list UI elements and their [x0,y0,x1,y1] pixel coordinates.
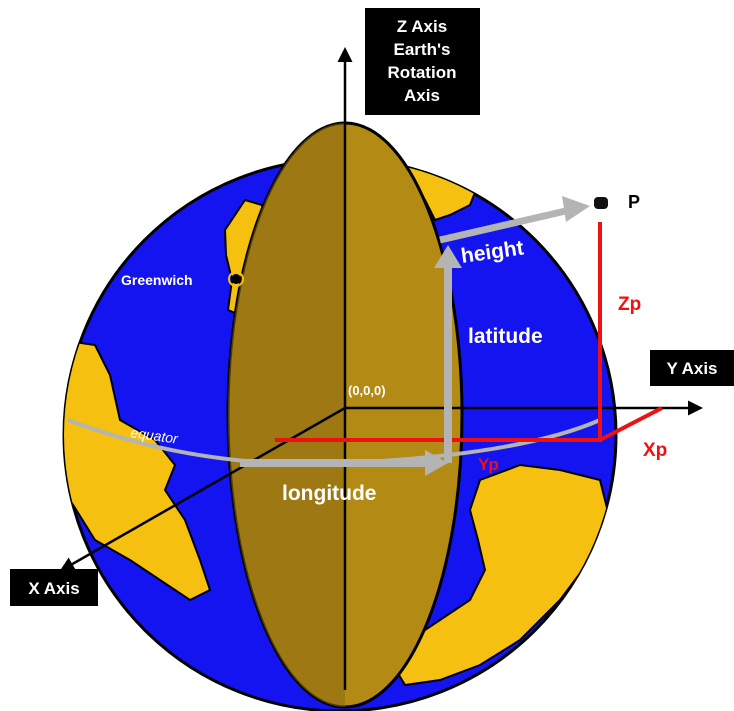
zp-label: Zp [618,294,641,315]
z-axis-label-line-4: Axis [404,86,440,105]
greenwich-label: Greenwich [121,272,193,288]
z-axis-label-line-1: Z Axis [397,17,447,36]
xp-line [599,406,663,442]
x-axis-label-box [10,569,98,606]
point-p-marker [594,197,608,209]
y-axis-label: Y Axis [666,359,717,378]
height-arrowhead [562,196,590,222]
point-p-label: P [628,192,640,212]
x-axis-label: X Axis [28,579,79,598]
longitude-arrowhead [425,450,448,476]
continent-left [64,338,212,602]
longitude-label: longitude [282,482,376,505]
meridian-disc-shade [228,123,345,707]
yp-label: Yp [478,455,499,474]
x-axis-line [59,406,346,572]
xp-label: Xp [643,440,667,461]
latitude-label: latitude [468,325,543,348]
z-axis-label-box [365,8,480,115]
z-axis-label-line-3: Rotation [388,63,457,82]
greenwich-dot [231,274,241,284]
height-arrow [439,206,571,244]
latitude-arrowhead [434,245,462,268]
greenwich-dot-ring [228,271,244,287]
y-axis-label-box [650,350,734,386]
z-axis-label-line-2: Earth's [394,40,451,59]
equator-label: equator [130,424,181,447]
origin-label: (0,0,0) [348,383,386,398]
continent-bottom-right [388,463,612,687]
